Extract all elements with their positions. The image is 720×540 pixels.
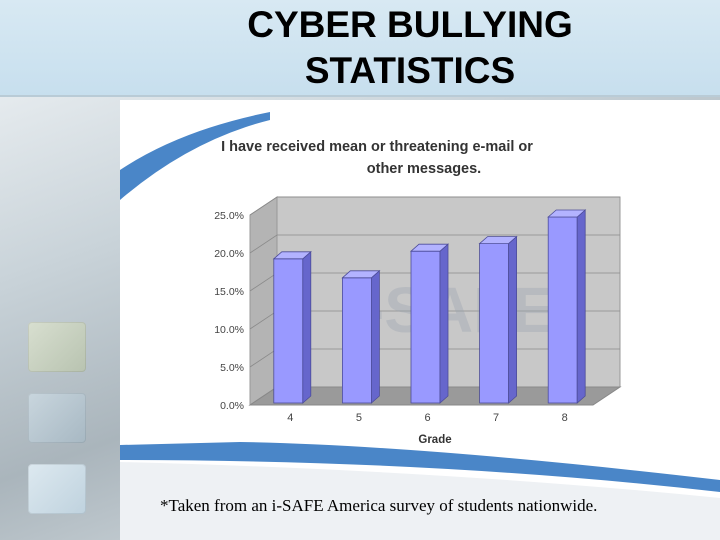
x-tick-label: 4 <box>287 412 293 424</box>
slide-title: CYBER BULLYING STATISTICS <box>160 2 660 94</box>
decor-square-1 <box>28 322 86 372</box>
bottom-swoosh-light <box>120 462 720 540</box>
top-swoosh <box>120 112 270 200</box>
gridline <box>249 234 620 254</box>
y-tick-label: 5.0% <box>220 362 244 374</box>
side-wall <box>249 196 278 406</box>
x-tick-label: 7 <box>493 412 499 424</box>
decor-square-2 <box>28 393 86 443</box>
bar-top <box>409 243 450 252</box>
bar-top <box>478 236 518 245</box>
bar-side <box>576 209 586 404</box>
bar <box>547 216 578 404</box>
y-tick-label: 10.0% <box>214 324 244 336</box>
bar-chart: I have received mean or threatening e-ma… <box>120 112 720 540</box>
chart-panel: I have received mean or threatening e-ma… <box>120 100 720 540</box>
slide-title-line1: CYBER BULLYING <box>247 4 573 45</box>
source-caption: *Taken from an i-SAFE America survey of … <box>160 496 598 515</box>
gridline <box>249 196 620 216</box>
bar-top <box>272 251 312 260</box>
bar-top <box>547 209 587 218</box>
slide-title-line2: STATISTICS <box>304 50 516 91</box>
bar-side <box>508 235 518 404</box>
bar <box>410 250 441 404</box>
chart-title-line2: other messages. <box>367 161 481 177</box>
y-tick-label: 15.0% <box>214 286 244 298</box>
bar-top <box>341 270 381 279</box>
x-tick-label: 8 <box>562 412 568 424</box>
bar <box>273 258 304 404</box>
x-tick-label: 6 <box>424 412 430 424</box>
bottom-swoosh <box>120 442 720 492</box>
y-tick-label: 25.0% <box>214 210 244 222</box>
x-tick-label: 5 <box>356 412 362 424</box>
bar-side <box>439 243 449 404</box>
bar <box>341 277 372 404</box>
decor-square-3 <box>28 464 86 514</box>
bar-side <box>370 269 380 404</box>
y-tick-label: 0.0% <box>220 400 244 412</box>
bar <box>479 243 510 404</box>
slide-header: CYBER BULLYING STATISTICS <box>0 0 720 97</box>
x-axis-label: Grade <box>418 434 451 446</box>
chart-title-line1: I have received mean or threatening e-ma… <box>221 139 533 155</box>
watermark: i-SAFE <box>345 274 555 346</box>
plot-area: 0.0% 5.0% 10.0% 15.0% 20.0% 25.0% i-SAFE 4 5 6 7 8 <box>214 196 622 424</box>
y-tick-label: 20.0% <box>214 248 244 260</box>
bar-side <box>302 250 312 404</box>
